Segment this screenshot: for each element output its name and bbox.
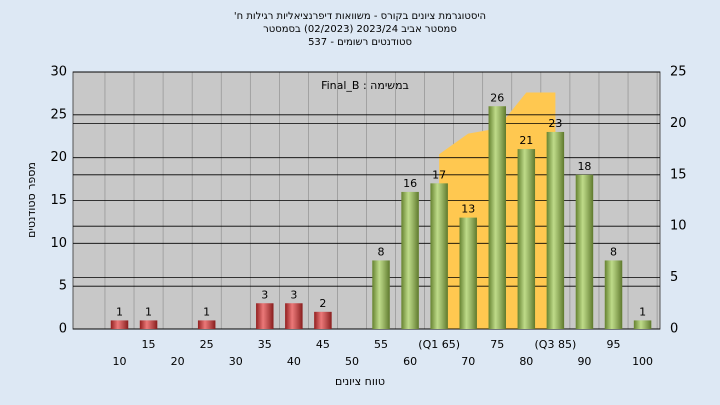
y2-tick-label: 5 [670,270,678,285]
x-tick-label: (Q3 85) [535,338,577,351]
bar-shade [285,303,303,329]
value-label: 2 [319,297,326,310]
value-label: 1 [145,305,152,318]
x-tick-label: 100 [632,355,653,368]
value-label: 23 [548,117,562,130]
value-label: 26 [490,91,504,104]
bar-shade [110,320,129,329]
y2-tick-label: 20 [670,116,687,131]
bar-shade [575,174,594,329]
bar-shade [401,191,419,329]
y2-tick-label: 15 [670,167,687,182]
bar-shade [517,149,536,329]
x-tick-label: 70 [461,355,475,368]
y2-tick-label: 25 [670,65,687,80]
value-label: 8 [378,245,385,258]
x-tick-label: 95 [607,338,621,351]
bar-shade [256,303,274,329]
bar-shade [197,320,216,329]
y-tick-label: 15 [50,193,67,208]
bar-shade [372,260,390,329]
bar-shade [633,320,652,329]
x-tick-label: 45 [316,338,330,351]
y-tick-label: 25 [50,107,67,122]
x-tick-label: 15 [142,338,156,351]
x-tick-label: 20 [171,355,185,368]
value-label: 18 [577,160,591,173]
annotation: במשימה : Final_B [321,79,409,92]
bar-shade [139,320,158,329]
y2-tick-label: 10 [670,219,687,234]
bar-shade [459,217,477,329]
bar-shade [604,260,623,329]
x-axis-label: טווח ציונים [335,375,385,388]
x-tick-label: 50 [345,355,359,368]
x-tick-label: 10 [112,355,126,368]
value-label: 3 [261,288,268,301]
y-axis-label: מספר סטודנטים [25,162,38,238]
bar-shade [546,131,565,329]
x-tick-label: 75 [490,338,504,351]
value-label: 1 [203,305,210,318]
x-tick-label: 25 [200,338,214,351]
value-label: 1 [116,305,123,318]
y-tick-label: 20 [50,150,67,165]
x-tick-label: 30 [229,355,243,368]
y-tick-label: 0 [59,322,67,337]
y-tick-label: 30 [50,65,67,80]
x-tick-label: 80 [519,355,533,368]
title-line: סמסטר אביב 2023/24 (02/2023) בסמסטר [263,24,457,35]
value-label: 16 [403,177,417,190]
x-tick-label: 60 [403,355,417,368]
value-label: 13 [461,203,475,216]
x-tick-label: (Q1 65) [418,338,460,351]
bar-shade [430,183,448,329]
value-label: 17 [432,168,446,181]
title-line: היסטוגרמת ציונים בקורס - משוואות דיפרנצי… [234,11,486,22]
bar-shade [314,311,332,329]
value-label: 8 [610,245,617,258]
value-label: 21 [519,134,533,147]
value-label: 3 [290,288,297,301]
x-tick-label: 40 [287,355,301,368]
value-label: 1 [639,305,646,318]
bar-shade [488,106,506,330]
x-tick-label: 35 [258,338,272,351]
y-tick-label: 10 [50,236,67,251]
y2-tick-label: 0 [670,322,678,337]
y-tick-label: 5 [59,279,67,294]
x-tick-label: 90 [577,355,591,368]
x-tick-label: 55 [374,338,388,351]
title-line: סטודנטים רשומים - 537 [308,37,412,48]
